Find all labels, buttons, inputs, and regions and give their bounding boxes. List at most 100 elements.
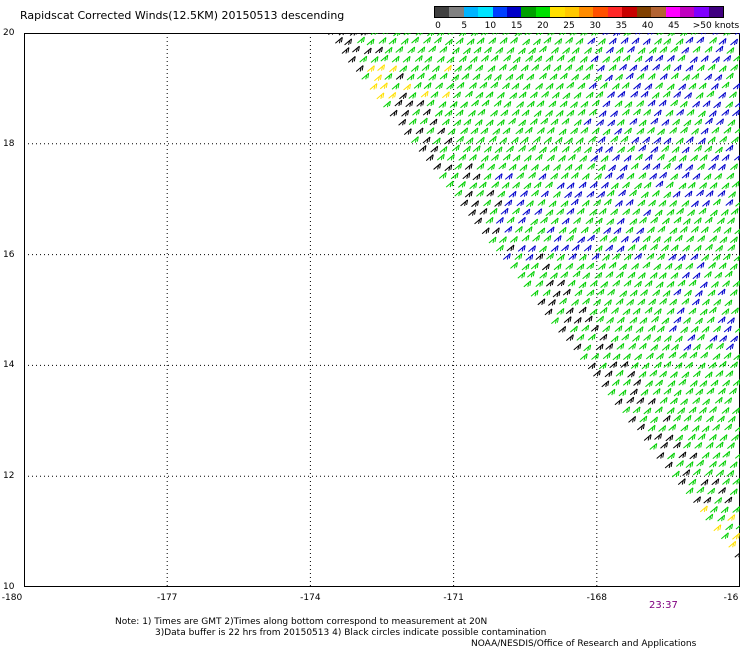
wind-barb <box>464 64 473 71</box>
legend-swatch <box>507 7 522 17</box>
wind-barb <box>617 90 626 98</box>
wind-barb <box>724 299 733 307</box>
wind-barb <box>560 200 569 208</box>
wind-barb <box>596 315 604 323</box>
wind-barb <box>486 189 495 197</box>
wind-barb <box>617 146 626 154</box>
wind-barb <box>411 136 419 144</box>
wind-barb <box>553 235 562 242</box>
wind-barb <box>704 45 713 53</box>
wind-barb <box>661 317 670 325</box>
wind-barb <box>664 461 673 469</box>
wind-barb <box>520 136 529 144</box>
wind-barb <box>626 299 635 306</box>
wind-barb <box>471 99 479 107</box>
wind-barb <box>718 487 726 494</box>
legend-label: 10 <box>484 21 497 31</box>
wind-barb <box>629 218 638 226</box>
wind-barb <box>696 486 705 494</box>
wind-barb <box>335 36 343 44</box>
wind-barb <box>691 425 700 432</box>
wind-barb <box>673 316 682 324</box>
wind-barb <box>534 208 543 216</box>
wind-barb <box>586 190 595 198</box>
wind-barb <box>666 280 675 288</box>
wind-barb <box>653 137 662 144</box>
wind-barb <box>589 308 598 316</box>
wind-barb <box>556 208 565 216</box>
wind-barb <box>677 407 686 415</box>
wind-barb <box>465 137 474 144</box>
wind-barb <box>341 47 350 54</box>
wind-barb <box>674 263 683 271</box>
wind-barb <box>430 91 439 98</box>
wind-barb <box>593 369 601 377</box>
wind-barb <box>644 83 653 91</box>
wind-barb <box>423 82 432 90</box>
wind-barb <box>587 333 596 341</box>
wind-barb <box>646 252 655 260</box>
wind-barb <box>581 324 590 332</box>
wind-barb <box>650 117 659 125</box>
wind-barb <box>643 108 652 116</box>
wind-barb <box>712 423 720 431</box>
wind-barb <box>661 217 670 225</box>
wind-barb <box>718 37 727 45</box>
wind-barb <box>669 227 678 235</box>
wind-barb <box>488 135 497 143</box>
wind-barb <box>366 38 375 46</box>
wind-barb <box>653 263 662 271</box>
wind-barb <box>436 33 445 37</box>
wind-barb <box>609 235 618 243</box>
map-title: Rapidscat Corrected Winds(12.5KM) 201505… <box>20 9 345 22</box>
wind-barb <box>499 236 507 244</box>
wind-barb <box>574 191 583 198</box>
wind-barb <box>687 433 696 441</box>
wind-barb <box>719 335 728 343</box>
wind-barb <box>727 442 735 450</box>
wind-barb <box>638 119 647 127</box>
wind-barb <box>612 154 620 162</box>
wind-barb <box>401 109 410 117</box>
wind-barb <box>579 56 588 63</box>
wind-barb <box>623 279 632 287</box>
wind-barb <box>665 434 674 442</box>
wind-barb <box>615 271 624 279</box>
wind-barb <box>644 306 653 314</box>
wind-barb <box>709 182 718 189</box>
wind-barb <box>604 370 613 378</box>
wind-barb <box>603 198 612 206</box>
wind-barb <box>535 253 544 261</box>
wind-barb <box>709 235 718 243</box>
wind-barb <box>637 298 646 306</box>
wind-barb <box>395 46 404 53</box>
wind-barb <box>585 91 594 99</box>
legend-swatch <box>665 7 680 17</box>
wind-barb <box>588 109 597 116</box>
wind-barb <box>659 73 668 80</box>
wind-barb <box>622 181 630 189</box>
wind-barb <box>673 288 682 296</box>
wind-barb <box>553 263 562 271</box>
wind-barb <box>677 279 686 287</box>
legend-swatch <box>636 7 652 17</box>
wind-barb <box>420 90 429 98</box>
wind-barb <box>528 171 536 179</box>
wind-barb <box>590 155 599 162</box>
wind-barb <box>614 200 623 207</box>
wind-barb <box>696 262 705 269</box>
wind-barb <box>705 117 713 125</box>
wind-barb <box>484 46 492 54</box>
wind-barb <box>727 415 736 423</box>
wind-barb <box>638 342 647 350</box>
wind-barb <box>453 119 462 127</box>
wind-barb <box>393 33 401 37</box>
wind-barb <box>695 317 703 325</box>
wind-barb <box>595 91 604 98</box>
wind-barb <box>569 227 577 235</box>
wind-barb <box>726 470 735 477</box>
wind-barb <box>732 109 740 117</box>
wind-barb <box>659 46 668 53</box>
wind-barb <box>416 72 425 80</box>
wind-barb <box>355 65 364 72</box>
